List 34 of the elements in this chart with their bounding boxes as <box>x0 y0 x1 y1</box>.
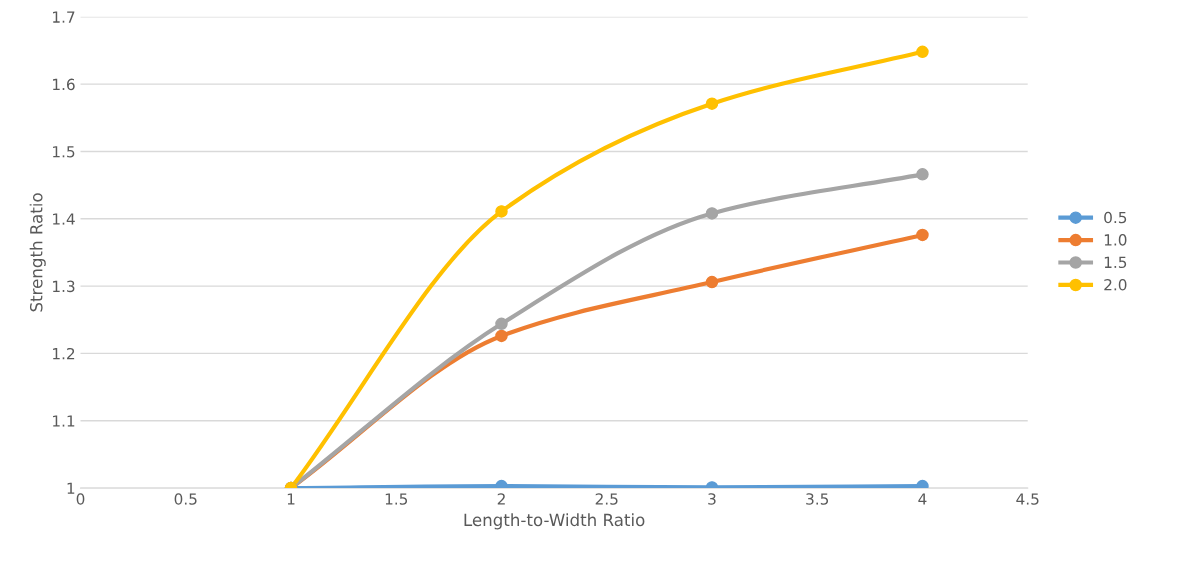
y-tick-label: 1.1 <box>53 415 75 427</box>
x-tick-label: 0 <box>76 493 85 505</box>
x-tick-label: 4 <box>918 493 927 505</box>
legend-label: 0.5 <box>1104 211 1127 224</box>
y-tick-label: 1.2 <box>53 347 75 360</box>
x-axis-title: Length-to-Width Ratio <box>464 513 645 530</box>
y-tick-label: 1.4 <box>53 213 75 225</box>
x-tick-label: 2.5 <box>595 493 618 505</box>
legend-label: 1.0 <box>1104 234 1127 246</box>
y-tick-label: 1.6 <box>53 78 75 91</box>
x-tick-label: 3.5 <box>806 493 829 505</box>
point <box>916 168 929 181</box>
point <box>916 45 929 59</box>
point <box>495 317 508 331</box>
y-tick-label: 1 <box>67 482 75 494</box>
point <box>705 207 719 220</box>
y-tick-label: 1.3 <box>53 280 75 293</box>
point <box>916 228 929 242</box>
point <box>705 97 719 110</box>
x-tick-label: 1 <box>287 493 295 505</box>
point <box>916 479 929 489</box>
x-tick-label: 4.5 <box>1016 493 1039 505</box>
legend-label: 2.0 <box>1104 278 1127 291</box>
x-tick-label: 1.5 <box>385 493 408 505</box>
x-tick-label: 2 <box>497 493 505 505</box>
x-tick-label: 3 <box>708 493 716 505</box>
x-tick-label: 0.5 <box>174 493 197 505</box>
y-tick-label: 1.5 <box>53 146 75 158</box>
point <box>495 205 508 218</box>
y-tick-label: 1.7 <box>53 11 75 23</box>
point <box>705 275 719 289</box>
y-axis-title: Strength Ratio <box>29 193 46 312</box>
legend-label: 1.5 <box>1104 256 1127 269</box>
point <box>495 329 508 343</box>
